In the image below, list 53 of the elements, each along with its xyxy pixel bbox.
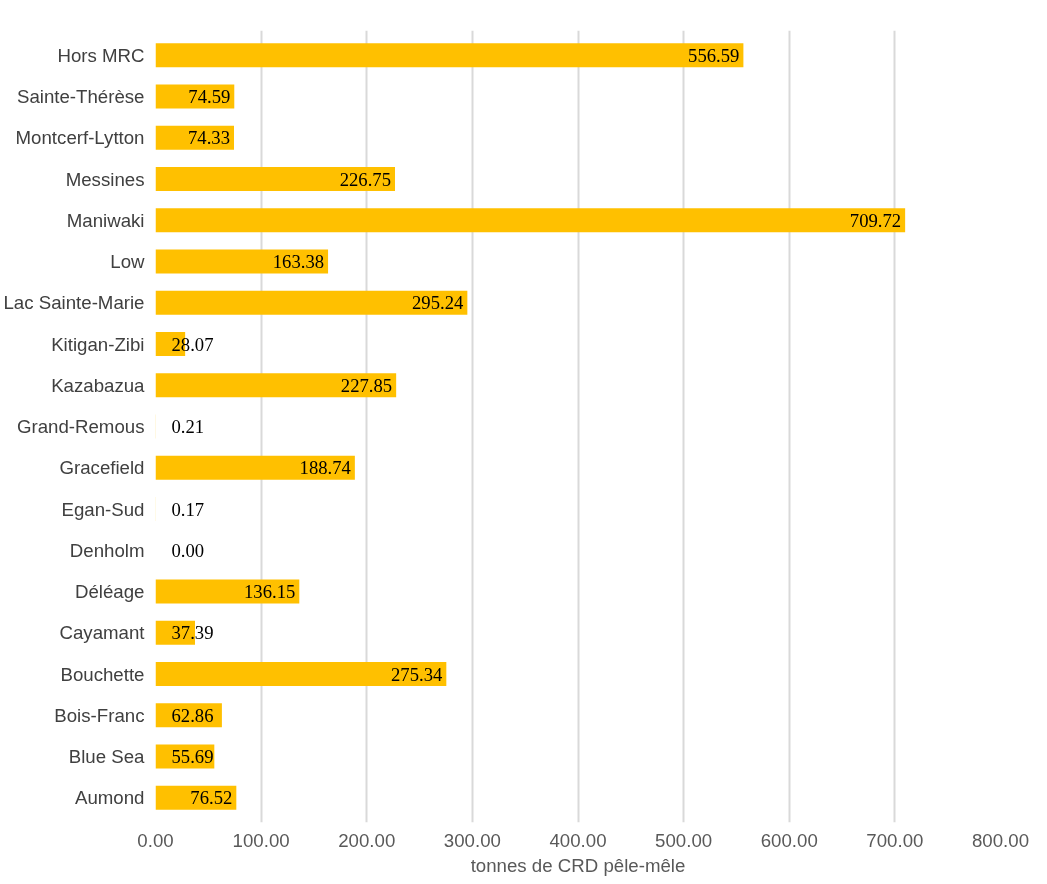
x-axis-title: tonnes de CRD pêle-mêle xyxy=(470,854,686,876)
x-tick-label: 200.00 xyxy=(338,829,396,851)
y-tick-label: Low xyxy=(110,251,146,272)
y-tick-label: Bois-Franc xyxy=(54,704,145,726)
bar xyxy=(155,208,906,233)
bar xyxy=(155,455,355,480)
x-tick-label: 400.00 xyxy=(549,829,607,851)
y-tick-label: Déléage xyxy=(75,581,145,602)
x-tick-label: 100.00 xyxy=(232,829,290,851)
y-tick-label: Aumond xyxy=(75,787,145,809)
data-label: 76.52 xyxy=(190,787,233,809)
y-tick-label: Messines xyxy=(65,168,145,190)
bar xyxy=(155,43,744,68)
data-label: 275.34 xyxy=(391,663,443,685)
y-tick-label: Lac Sainte-Marie xyxy=(3,292,145,314)
data-label: 62.86 xyxy=(171,704,214,726)
y-tick-label: Egan-Sud xyxy=(61,498,145,520)
y-tick-label: Maniwaki xyxy=(66,209,145,231)
data-label: 74.33 xyxy=(188,127,231,149)
y-tick-label: Gracefield xyxy=(59,457,145,479)
y-tick-label: Kazabazua xyxy=(51,374,146,396)
y-tick-label: Blue Sea xyxy=(68,746,146,767)
data-label: 136.15 xyxy=(244,581,296,602)
x-tick-label: 500.00 xyxy=(655,829,713,851)
y-tick-label: Cayamant xyxy=(59,622,146,644)
y-tick-label: Bouchette xyxy=(60,663,145,685)
x-tick-label: 0.00 xyxy=(137,829,174,851)
bar xyxy=(155,167,395,191)
y-tick-label: Hors MRC xyxy=(57,44,145,66)
x-tick-label: 600.00 xyxy=(760,829,818,851)
data-label: 0.00 xyxy=(171,539,205,561)
data-label: 74.59 xyxy=(188,86,231,107)
y-tick-label: Denholm xyxy=(69,539,145,561)
data-label: 188.74 xyxy=(299,457,352,479)
y-tick-label: Sainte-Thérèse xyxy=(16,86,145,107)
bar xyxy=(155,373,397,398)
data-label: 227.85 xyxy=(340,374,393,396)
data-label: 0.17 xyxy=(171,498,205,520)
data-label: 709.72 xyxy=(849,209,902,231)
bar xyxy=(155,662,447,686)
y-tick-label: Grand-Remous xyxy=(16,416,145,437)
data-label: 556.59 xyxy=(688,44,740,66)
bar xyxy=(155,290,468,315)
x-tick-label: 800.00 xyxy=(971,829,1030,851)
y-tick-label: Montcerf-Lytton xyxy=(15,127,145,149)
x-tick-label: 700.00 xyxy=(866,829,924,851)
data-label: 0.21 xyxy=(171,416,205,437)
data-label: 226.75 xyxy=(339,168,392,190)
data-label: 55.69 xyxy=(171,746,214,767)
y-tick-label: Kitigan-Zibi xyxy=(51,333,145,355)
data-label: 295.24 xyxy=(412,292,465,314)
data-label: 163.38 xyxy=(272,251,325,272)
x-tick-label: 300.00 xyxy=(443,829,501,851)
